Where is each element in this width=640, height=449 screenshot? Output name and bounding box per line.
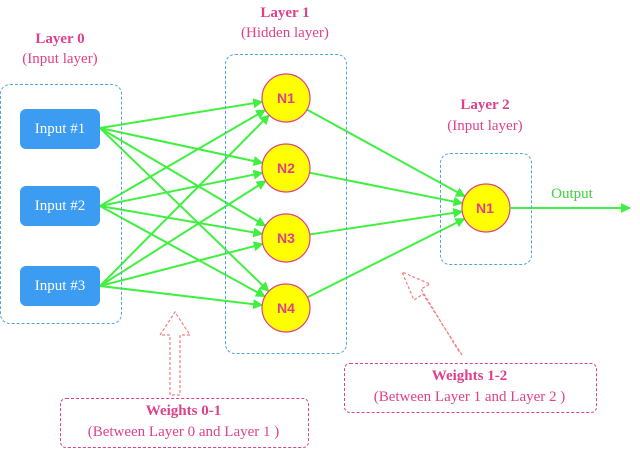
connection-input3-n3 — [99, 241, 264, 287]
weights01-title: Weights 0-1 — [145, 403, 222, 419]
layer2-group — [440, 153, 532, 265]
layer0-group — [0, 84, 122, 324]
connection-input3-n2 — [99, 180, 267, 287]
weights12-title: Weights 1-2 — [431, 368, 508, 384]
connection-n3-out — [309, 207, 464, 236]
hidden-neuron-3-label: N3 — [277, 230, 295, 246]
weights12-subtitle: (Between Layer 1 and Layer 2 ) — [373, 389, 566, 405]
connection-input2-n3 — [99, 205, 264, 238]
output-neuron-1-label: N1 — [476, 200, 494, 216]
weights01-pointer-arrow — [158, 310, 192, 396]
layer1-title: Layer 1 — [260, 5, 310, 21]
connection-input3-n4 — [99, 285, 264, 310]
weights12-pointer-arrow — [400, 270, 463, 356]
layer2-title: Layer 2 — [460, 97, 510, 113]
connection-n4-out — [307, 217, 466, 299]
hidden-neuron-2 — [261, 143, 311, 193]
connection-input1-n2 — [99, 127, 264, 166]
weights01-subtitle: (Between Layer 0 and Layer 1 ) — [87, 424, 280, 440]
layer0-title: Layer 0 — [35, 31, 85, 47]
hidden-neuron-1-label: N1 — [277, 90, 295, 106]
input-node-3: Input #3 — [20, 266, 100, 306]
connection-input3-n1 — [99, 114, 270, 287]
neurons — [261, 73, 511, 333]
connection-input2-n2 — [99, 169, 264, 207]
connection-input2-n1 — [99, 109, 267, 207]
hidden-neuron-4-label: N4 — [277, 300, 295, 316]
input-node-2: Input #2 — [20, 186, 100, 226]
layer2-subtitle: (Input layer) — [447, 118, 523, 134]
connection-n2-out — [309, 171, 464, 207]
layer1-subtitle: (Hidden layer) — [241, 25, 329, 41]
connections-layer0-layer1 — [99, 98, 270, 310]
connection-input1-n4 — [99, 127, 270, 293]
connection-input1-n1 — [99, 98, 264, 129]
hidden-neuron-1 — [261, 73, 311, 123]
output-label: Output — [551, 186, 593, 202]
connection-input2-n4 — [99, 205, 266, 298]
weights01-note — [60, 398, 309, 448]
weights12-note — [344, 363, 597, 413]
hidden-neuron-2-label: N2 — [277, 160, 295, 176]
hidden-neuron-3 — [261, 213, 311, 263]
layer1-group — [225, 54, 347, 354]
layer0-subtitle: (Input layer) — [22, 51, 98, 67]
input-node-1: Input #1 — [20, 109, 100, 149]
connection-input1-n3 — [99, 127, 267, 227]
connections-layer1-layer2 — [306, 108, 466, 299]
hidden-neuron-4 — [261, 283, 311, 333]
connection-n1-out — [306, 108, 466, 198]
